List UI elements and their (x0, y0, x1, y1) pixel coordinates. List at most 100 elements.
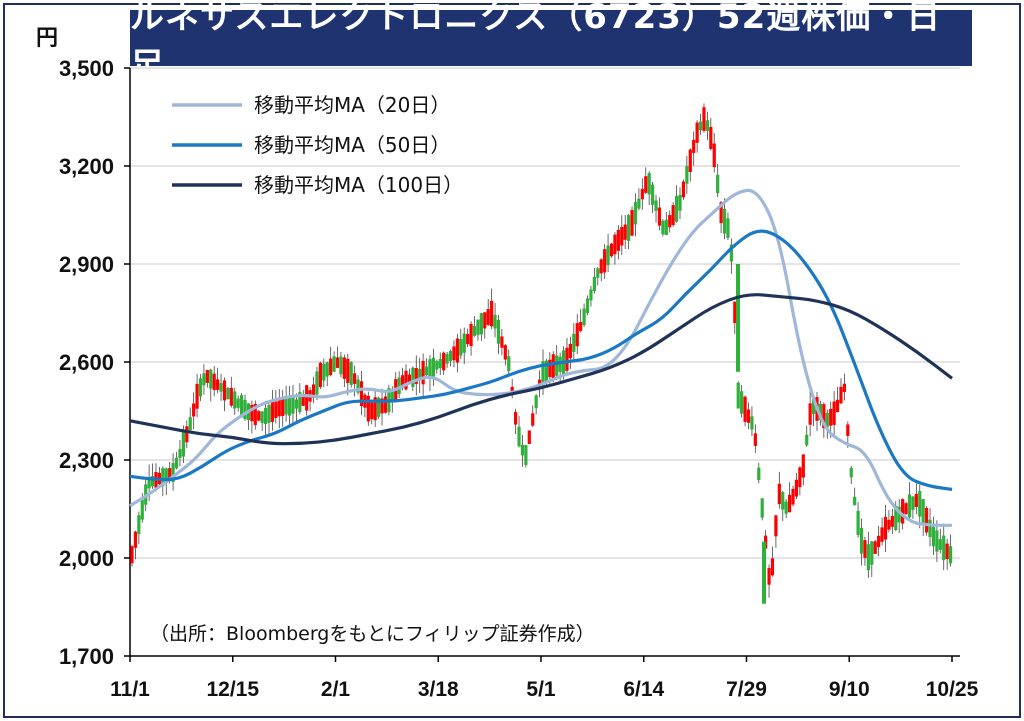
legend-label: 移動平均MA（50日） (254, 133, 450, 157)
chart-frame (3, 3, 1021, 718)
candle-body (229, 387, 233, 406)
candle-body (784, 501, 788, 514)
candle-body (250, 404, 254, 422)
candle-body (267, 405, 271, 423)
candle-body (753, 433, 757, 446)
candle-body (630, 209, 634, 236)
candle-body (616, 229, 620, 251)
candle-body (613, 234, 617, 255)
candle-body (161, 468, 165, 487)
candle-body (722, 208, 727, 234)
candle-body (202, 373, 206, 386)
candle-body (647, 173, 651, 195)
candle-body (589, 289, 593, 301)
candle-body (688, 149, 692, 172)
candle-body (339, 356, 343, 375)
candle-body (507, 356, 511, 372)
x-axis: 11/1 12/15 2/1 3/18 5/1 6/14 7/29 9/10 10/25 (110, 655, 979, 701)
candle-body (733, 301, 737, 324)
candle-body (400, 375, 405, 388)
candle-body (678, 194, 682, 211)
candle-body (579, 322, 583, 331)
candle-body (853, 496, 857, 506)
candle-body (517, 426, 521, 447)
y-tick-label: 1,700 (59, 644, 114, 669)
candle-body (411, 367, 415, 387)
candle-body (466, 334, 470, 345)
candle-body (147, 476, 151, 489)
candle-body (483, 312, 487, 329)
candle-body (931, 526, 936, 547)
candle-body (555, 355, 559, 376)
candle-body (219, 383, 223, 392)
candle-body (805, 434, 809, 446)
candle-body (794, 479, 799, 497)
y-tick-label: 2,000 (59, 546, 114, 571)
ma-line-50 (129, 229, 953, 491)
unit-label: 円 (36, 25, 58, 50)
candle-body (277, 399, 281, 417)
y-tick-label: 2,600 (59, 350, 114, 375)
candle-body (702, 107, 706, 131)
candle-body (233, 391, 237, 409)
candle-body (527, 430, 531, 444)
candle-body (657, 207, 662, 226)
candle-body (736, 382, 740, 409)
candle-body (424, 366, 429, 376)
candle-body (760, 498, 764, 518)
candle-body (798, 467, 802, 488)
candle-body (698, 121, 703, 131)
legend-label: 移動平均MA（100日） (254, 173, 463, 197)
candle-body (599, 259, 603, 274)
candle-body (644, 176, 648, 193)
candle-body (435, 361, 439, 370)
candle-body (418, 368, 422, 381)
x-tick-label: 5/1 (526, 678, 556, 701)
candle-body (311, 384, 316, 399)
candle-body (445, 353, 449, 364)
candle-body (325, 362, 329, 377)
candle-body (695, 122, 699, 143)
candle-body (274, 401, 278, 419)
candle-body (188, 417, 192, 431)
candle-body (329, 358, 333, 375)
candle-body (253, 403, 257, 425)
candle-body (712, 143, 716, 168)
candle-body (719, 202, 723, 224)
candle-body (130, 546, 134, 564)
candle-body (212, 373, 216, 391)
candle-body (651, 184, 655, 205)
candle-body (822, 404, 826, 429)
candle-body (500, 336, 504, 348)
candle-body (856, 510, 860, 535)
candle-body (774, 515, 778, 537)
candle-body (901, 499, 905, 524)
candle-body (490, 300, 494, 327)
candle-body (685, 166, 689, 184)
candle-body (627, 215, 631, 241)
candle-body (531, 413, 535, 426)
candle-body (726, 218, 730, 238)
candle-body (226, 387, 230, 400)
candle-body (476, 319, 480, 335)
candle-body (181, 431, 185, 457)
candle-body (883, 516, 888, 540)
candle-body (811, 398, 816, 415)
candle-body (236, 398, 240, 408)
candle-body (377, 397, 381, 417)
candle-body (859, 527, 864, 554)
candle-body (287, 395, 292, 416)
y-axis: 1,700 2,000 2,300 2,600 2,900 3,200 3,500 (59, 56, 131, 669)
candle-body (438, 358, 442, 369)
source-note: （出所：Bloombergをもとにフィリップ証券作成） (150, 623, 595, 645)
candle-body (270, 401, 275, 422)
candle-body (222, 380, 227, 401)
ma-line-100 (129, 293, 953, 446)
candle-body (801, 454, 805, 478)
candle-body (459, 339, 463, 356)
candle-body (298, 392, 302, 413)
candle-body (243, 399, 247, 420)
candle-body (164, 468, 168, 483)
candle-body (503, 345, 507, 360)
